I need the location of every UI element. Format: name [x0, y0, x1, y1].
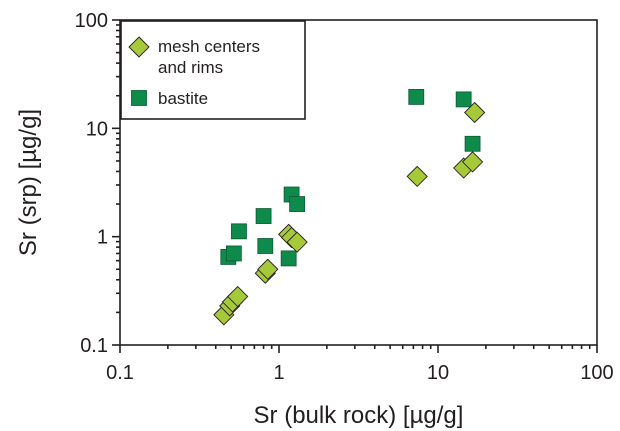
plot-frame [119, 19, 598, 346]
x-tick-label: 0.1 [106, 362, 134, 384]
bastite-data-point [225, 245, 242, 262]
bastite-data-point [280, 250, 297, 267]
bastite-data-point [455, 91, 472, 108]
x-tick-label: 1 [273, 362, 284, 384]
legend-label: mesh centers [158, 37, 260, 56]
y-tick-label: 0.1 [80, 335, 108, 357]
bastite-data-point [231, 223, 247, 240]
bastite-data-point [257, 238, 274, 254]
x-tick-label: 100 [580, 362, 613, 384]
legend-box [120, 20, 306, 120]
y-tick-label: 10 [86, 118, 108, 140]
legend-label: and rims [158, 58, 223, 77]
bastite-data-point [408, 89, 425, 105]
bastite-data-point [289, 196, 306, 212]
y-tick-label: 1 [97, 227, 108, 249]
x-axis-title: Sr (bulk rock) [µg/g] [254, 402, 464, 429]
bastite-data-point [255, 208, 272, 224]
x-tick-label: 10 [427, 362, 449, 384]
legend-square-symbol [131, 90, 147, 106]
legend-label: bastite [158, 89, 208, 108]
y-tick-label: 100 [75, 10, 108, 32]
mesh-data-point [406, 165, 428, 188]
mesh-data-point [461, 151, 484, 173]
bastite-data-point [464, 135, 481, 152]
axis-ticks: 0.1 1 10 100 0.1 1 10 100 [75, 10, 614, 384]
legend: mesh centers and rims bastite [120, 20, 306, 120]
mesh-data-point [227, 285, 249, 308]
legend-diamond-symbol [128, 36, 150, 58]
mesh-data-point [464, 101, 486, 124]
data-marks [213, 89, 486, 326]
mesh-data-point [257, 258, 279, 280]
y-axis-title: Sr (srp) [µg/g] [15, 109, 42, 256]
mesh-data-point [286, 231, 308, 253]
